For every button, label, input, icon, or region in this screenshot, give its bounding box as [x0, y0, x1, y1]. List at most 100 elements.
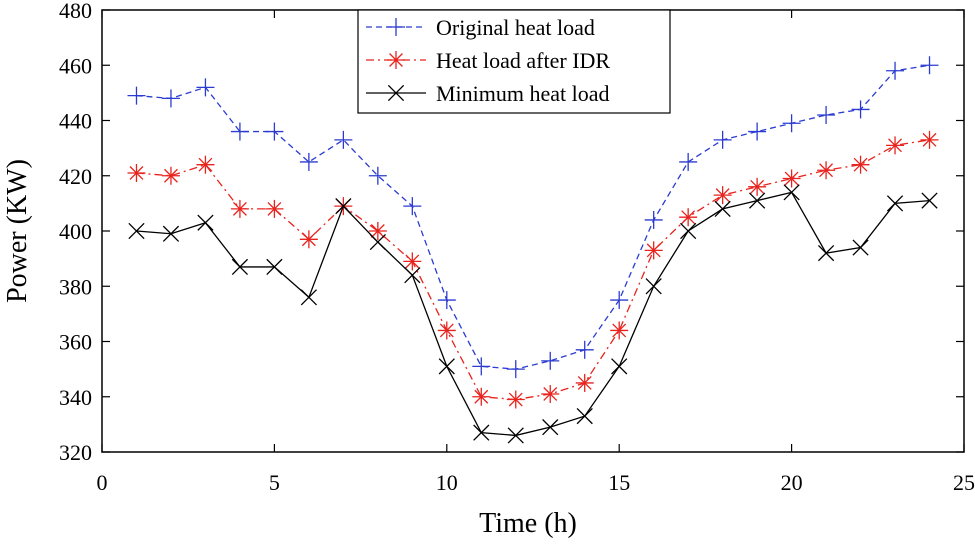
series-line — [136, 191, 930, 437]
legend-label: Minimum heat load — [436, 81, 610, 106]
data-point — [231, 258, 249, 276]
data-point — [748, 122, 767, 141]
data-point — [335, 198, 352, 215]
data-point — [645, 278, 662, 295]
data-point — [300, 289, 317, 306]
data-point — [851, 155, 870, 174]
data-point — [197, 214, 214, 231]
data-point — [886, 61, 905, 80]
data-point — [886, 195, 904, 212]
legend-label: Original heat load — [436, 15, 595, 40]
data-point — [403, 252, 422, 271]
series-minimum-heat-load — [128, 184, 938, 444]
data-point — [265, 122, 284, 141]
data-point — [230, 199, 249, 218]
x-tick-label: 25 — [953, 470, 975, 495]
x-tick-label: 5 — [269, 470, 280, 495]
data-point — [713, 130, 732, 149]
data-point — [644, 210, 663, 229]
data-point — [128, 222, 145, 240]
data-point — [438, 358, 455, 375]
data-point — [575, 340, 594, 359]
data-point — [196, 78, 215, 97]
data-point — [161, 89, 180, 108]
data-point — [817, 105, 836, 124]
data-point — [265, 199, 284, 218]
data-point — [611, 358, 628, 375]
data-point — [817, 244, 835, 262]
y-tick-label: 360 — [59, 330, 92, 355]
data-point — [920, 56, 939, 75]
data-point — [196, 155, 215, 174]
data-point — [334, 130, 353, 149]
data-point — [230, 122, 249, 141]
data-series — [127, 56, 939, 444]
data-point — [851, 100, 870, 119]
legend-entry: Minimum heat load — [366, 81, 610, 106]
series-heat-load-after-idr — [127, 130, 939, 409]
data-point — [921, 192, 938, 209]
y-tick-label: 320 — [59, 440, 92, 465]
legend-marker — [387, 51, 405, 69]
data-point — [576, 407, 593, 425]
data-point — [541, 384, 560, 403]
data-point — [610, 291, 629, 310]
legend-marker — [387, 84, 405, 102]
data-point — [679, 208, 698, 227]
data-point — [713, 186, 732, 205]
data-point — [541, 351, 560, 370]
legend: Original heat load Heat load after IDR Min… — [357, 9, 671, 114]
data-point — [368, 166, 387, 185]
data-point — [299, 230, 318, 249]
data-point — [127, 86, 146, 105]
data-point — [437, 291, 456, 310]
y-tick-label: 460 — [59, 53, 92, 78]
data-point — [749, 192, 766, 209]
x-tick-label: 20 — [781, 470, 803, 495]
axis-ticks: 0 5 10 15 20 25 320 340 360 380 400 420 440 460 480 — [59, 0, 975, 495]
data-point — [369, 233, 386, 251]
data-point — [403, 197, 422, 216]
data-point — [610, 321, 629, 340]
data-point — [886, 136, 905, 155]
y-tick-label: 400 — [59, 219, 92, 244]
y-tick-label: 340 — [59, 385, 92, 410]
data-point — [714, 200, 731, 218]
data-point — [748, 177, 767, 196]
data-point — [644, 241, 663, 260]
x-tick-label: 10 — [436, 470, 458, 495]
data-point — [472, 357, 491, 376]
y-tick-label: 380 — [59, 274, 92, 299]
y-tick-label: 440 — [59, 109, 92, 134]
legend-label: Heat load after IDR — [436, 48, 610, 73]
data-point — [852, 239, 869, 256]
data-point — [404, 267, 421, 284]
data-point — [542, 419, 559, 436]
y-axis-title: Power (KW) — [2, 159, 33, 303]
data-point — [920, 130, 939, 149]
data-point — [473, 424, 490, 441]
y-tick-label: 420 — [59, 164, 92, 189]
x-axis-title: Time (h) — [479, 508, 577, 539]
data-point — [368, 222, 387, 240]
data-point — [507, 427, 524, 444]
data-point — [782, 114, 801, 133]
data-point — [266, 258, 283, 276]
data-point — [506, 360, 525, 379]
y-tick-label: 480 — [59, 0, 92, 23]
series-line — [136, 139, 930, 401]
x-tick-label: 0 — [97, 470, 108, 495]
legend-entry: Original heat load — [366, 15, 595, 40]
data-point — [161, 166, 180, 185]
data-point — [817, 161, 836, 180]
data-point — [680, 222, 697, 240]
data-point — [575, 373, 594, 392]
data-point — [782, 169, 801, 188]
x-tick-label: 15 — [608, 470, 630, 495]
data-point — [162, 225, 180, 242]
data-point — [506, 390, 525, 409]
data-point — [127, 163, 146, 182]
data-point — [437, 321, 456, 340]
